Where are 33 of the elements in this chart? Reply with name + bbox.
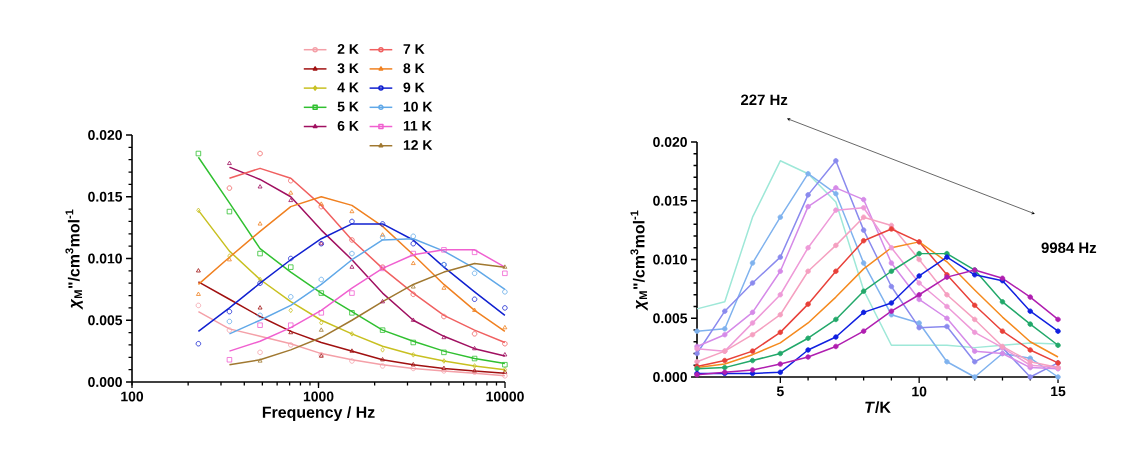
legend-label: 4 K xyxy=(337,82,359,93)
annotation: 9984 Hz xyxy=(1041,242,1097,254)
text: 227 Hz xyxy=(741,94,788,105)
legend-label: 9 K xyxy=(403,82,425,93)
y-axis-title: χ$_{M}$"/cm$^{3}$mol$^{-1}$ xyxy=(65,209,83,310)
legend-label: 7 K xyxy=(403,44,425,54)
y-tick-label: 0.005 xyxy=(88,315,123,326)
y-tick-label: 0.010 xyxy=(88,253,122,264)
x-tick-label: 1000 xyxy=(303,391,334,402)
x-axis-title: T/K xyxy=(865,401,891,414)
y-tick-label: 0.005 xyxy=(653,313,688,324)
y-tick-label: 0.010 xyxy=(653,254,687,265)
legend-label: 6 K xyxy=(337,120,359,131)
x-tick-label: 10 xyxy=(912,386,927,397)
x-tick-label: 5 xyxy=(776,386,784,397)
legend-label: 2 K xyxy=(337,44,359,54)
y-tick-label: 0.015 xyxy=(653,195,688,206)
y-tick-label: 0.000 xyxy=(88,377,122,387)
legend-label: 10 K xyxy=(403,101,433,112)
x-tick-label: 15 xyxy=(1051,386,1066,397)
legend-label: 5 K xyxy=(337,101,359,112)
y-tick-label: 0.020 xyxy=(653,137,687,147)
y-tick-label: 0.015 xyxy=(88,191,123,202)
y-tick-label: 0.020 xyxy=(88,130,122,140)
legend-label: 3 K xyxy=(337,63,359,74)
x-tick-label: 100 xyxy=(121,391,144,402)
x-axis-title: Frequency / Hz xyxy=(262,406,375,422)
y-axis-title: χ$_{M}$"/cm$^{3}$mol$^{-1}$ xyxy=(630,210,648,311)
legend-label: 8 K xyxy=(403,63,425,74)
x-tick-label: 10000 xyxy=(486,391,524,402)
legend-label: 12 K xyxy=(403,140,433,150)
y-tick-label: 0.000 xyxy=(653,372,687,382)
legend-label: 11 K xyxy=(403,120,432,131)
